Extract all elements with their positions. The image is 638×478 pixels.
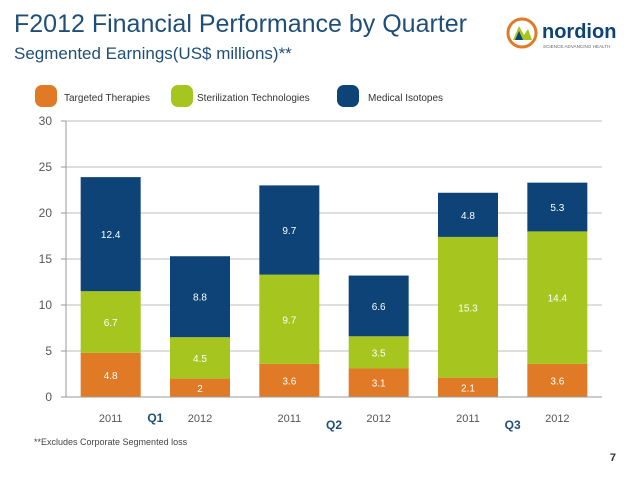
bar-segment-2-1	[170, 256, 230, 338]
bar-segment-1-3	[348, 336, 409, 369]
group-label-1: Q2	[326, 418, 342, 432]
bar-segment-2-4	[438, 192, 498, 237]
bar-segment-1-1	[170, 337, 230, 379]
x-tick-label-3: 2012	[366, 413, 390, 425]
group-label-0: Q1	[147, 411, 163, 425]
data-label-1-3: 3.5	[372, 348, 386, 359]
logo-mark-icon	[506, 17, 538, 49]
legend-swatch-0	[35, 85, 57, 107]
data-label-1-0: 6.7	[104, 318, 118, 329]
bar-segment-0-0	[80, 352, 141, 397]
bar-segment-0-2	[259, 363, 320, 397]
y-tick-label-5: 25	[39, 160, 53, 174]
page-title: F2012 Financial Performance by Quarter	[14, 10, 467, 38]
x-tick-label-4: 2011	[456, 413, 480, 425]
data-label-2-1: 8.8	[193, 293, 207, 304]
data-label-1-4: 15.3	[458, 303, 478, 314]
bar-segment-2-5	[527, 182, 588, 232]
bar-segment-1-4	[438, 236, 498, 378]
chart-gridlines	[66, 120, 602, 398]
bar-segment-1-5	[527, 231, 588, 364]
data-label-2-0: 12.4	[101, 230, 121, 241]
data-label-0-1: 2	[197, 384, 203, 395]
y-tick-label-4: 20	[39, 206, 53, 220]
bar-segment-2-2	[259, 185, 320, 275]
chart-bars: 4.8 6.7 12.4 2 4.5 8.8 3.6 9.7 9.7 3.1 3.5 6.6 2.1 15…	[80, 177, 588, 397]
y-tick-label-0: 0	[45, 390, 52, 404]
x-tick-label-1: 2012	[188, 413, 212, 425]
legend-label-2: Medical Isotopes	[368, 93, 443, 104]
bar-segment-2-3	[348, 275, 409, 337]
y-tick-label-6: 30	[39, 114, 53, 128]
data-label-0-0: 4.8	[104, 371, 118, 382]
bar-segment-0-4	[438, 377, 498, 397]
y-tick-label-2: 10	[39, 298, 53, 312]
legend-swatch-2	[337, 85, 359, 107]
page-number: 7	[609, 452, 616, 464]
chart-legend: Targeted Therapies Sterilization Technolo…	[35, 85, 443, 107]
bar-segment-2-0	[80, 177, 141, 292]
nordion-logo: nordion SCIENCE ADVANCING HEALTH	[506, 17, 616, 49]
data-label-2-5: 5.3	[550, 203, 564, 214]
bar-segment-1-2	[259, 274, 320, 364]
data-label-0-2: 3.6	[282, 376, 296, 387]
y-tick-label-1: 5	[45, 344, 52, 358]
y-axis: 0 5 10 15 20 25 30	[39, 114, 67, 404]
data-label-2-2: 9.7	[282, 226, 296, 237]
data-label-1-1: 4.5	[193, 354, 207, 365]
y-tick-label-3: 15	[39, 252, 53, 266]
bar-segment-0-3	[348, 368, 409, 397]
bar-segment-0-5	[527, 363, 588, 397]
legend-label-0: Targeted Therapies	[64, 93, 150, 104]
data-label-0-4: 2.1	[461, 383, 475, 394]
data-label-0-3: 3.1	[372, 379, 386, 390]
data-label-0-5: 3.6	[550, 376, 564, 387]
page-subtitle: Segmented Earnings(US$ millions)**	[14, 44, 292, 63]
logo-tagline: SCIENCE ADVANCING HEALTH	[543, 44, 610, 49]
legend-swatch-1	[171, 85, 193, 107]
footnote: **Excludes Corporate Segmented loss	[34, 437, 188, 447]
data-label-2-3: 6.6	[372, 302, 386, 313]
data-label-1-2: 9.7	[282, 315, 296, 326]
bar-segment-0-1	[170, 378, 230, 397]
x-axis: 2011 2012 2011 2012 2011 2012 Q1 Q2 Q3	[66, 396, 602, 432]
logo-wordmark: nordion	[542, 21, 616, 43]
x-tick-label-5: 2012	[545, 413, 569, 425]
group-label-2: Q3	[505, 418, 521, 432]
x-tick-label-2: 2011	[278, 413, 302, 425]
data-label-1-5: 14.4	[548, 294, 568, 305]
bar-segment-1-0	[80, 291, 141, 353]
legend-label-1: Sterilization Technologies	[197, 93, 310, 104]
x-tick-label-0: 2011	[99, 413, 123, 425]
data-label-2-4: 4.8	[461, 211, 475, 222]
